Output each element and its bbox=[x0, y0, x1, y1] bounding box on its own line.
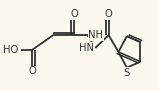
Text: O: O bbox=[28, 66, 36, 76]
Text: O: O bbox=[105, 9, 112, 19]
Text: HN: HN bbox=[80, 43, 94, 53]
Text: S: S bbox=[124, 68, 130, 78]
Text: NH: NH bbox=[88, 30, 103, 40]
Text: O: O bbox=[70, 9, 78, 19]
Text: HO: HO bbox=[3, 45, 18, 55]
